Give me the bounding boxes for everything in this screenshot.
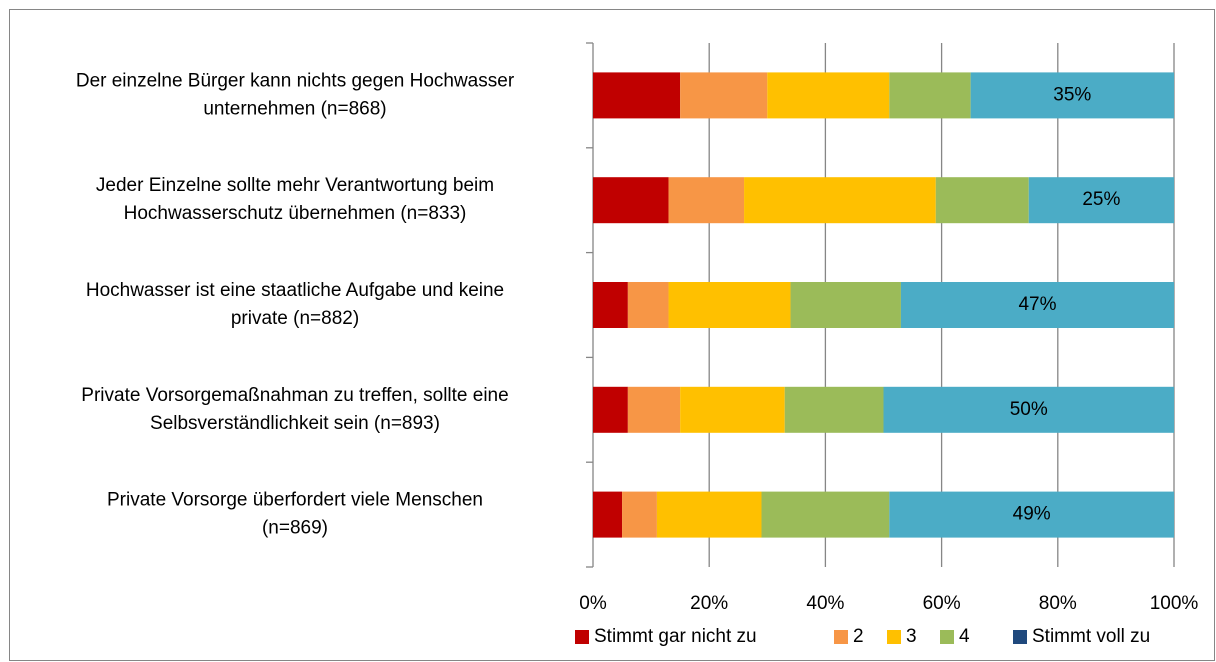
- category-label: Private Vorsorgemaßnahman zu treffen, so…: [81, 385, 508, 406]
- x-tick-label: 60%: [923, 593, 961, 614]
- bar-segment: [593, 177, 669, 224]
- bar-segment: [790, 282, 901, 328]
- legend-label: 4: [959, 626, 970, 647]
- bar-segment: [668, 282, 791, 328]
- bar-segment: [1028, 177, 1174, 224]
- bar-segment: [656, 491, 762, 538]
- bar-segment: [593, 491, 623, 538]
- bar-segment: [593, 72, 681, 119]
- bar-segment: [900, 282, 1174, 328]
- category-label: Hochwasser ist eine staatliche Aufgabe u…: [86, 280, 504, 301]
- x-tick-label: 80%: [1039, 593, 1077, 614]
- bar-segment: [761, 491, 890, 538]
- category-label: Jeder Einzelne sollte mehr Verantwortung…: [96, 175, 494, 196]
- bar-segment: [889, 72, 971, 119]
- legend-swatch: [887, 630, 901, 644]
- x-tick-label: 40%: [806, 593, 844, 614]
- x-tick-label: 100%: [1150, 593, 1199, 614]
- data-label: 47%: [1018, 294, 1056, 315]
- data-label: 50%: [1010, 399, 1048, 420]
- bar-segment: [593, 386, 628, 433]
- category-label: Selbsverständlichkeit sein (n=893): [150, 413, 440, 434]
- legend-swatch: [834, 630, 848, 644]
- category-label: Hochwasserschutz übernehmen (n=833): [124, 203, 467, 224]
- x-tick-label: 0%: [579, 593, 607, 614]
- bar-segment: [627, 282, 669, 328]
- legend-label: 3: [906, 626, 917, 647]
- bar-segment: [970, 72, 1174, 119]
- legend-label: Stimmt gar nicht zu: [594, 626, 757, 647]
- x-tick-label: 20%: [690, 593, 728, 614]
- bar-segment: [784, 386, 884, 433]
- legend-label: 2: [853, 626, 864, 647]
- bar-segment: [767, 72, 890, 119]
- bar-segment: [668, 177, 745, 224]
- bar-segment: [935, 177, 1029, 224]
- category-label: (n=869): [262, 518, 328, 539]
- category-label: unternehmen (n=868): [203, 98, 386, 119]
- bar-segment: [883, 386, 1174, 433]
- bar-segment: [622, 491, 657, 538]
- legend-swatch: [1013, 630, 1027, 644]
- bar-segment: [680, 386, 785, 433]
- data-label: 49%: [1013, 504, 1051, 525]
- data-label: 25%: [1082, 189, 1120, 210]
- legend-label: Stimmt voll zu: [1032, 626, 1150, 647]
- bar-segment: [889, 491, 1174, 538]
- bar-segment: [680, 72, 768, 119]
- category-label: Private Vorsorge überfordert viele Mensc…: [107, 490, 483, 511]
- legend-swatch: [940, 630, 954, 644]
- category-label: Der einzelne Bürger kann nichts gegen Ho…: [76, 70, 515, 91]
- legend-swatch: [575, 630, 589, 644]
- data-label: 35%: [1053, 84, 1091, 105]
- bar-segment: [627, 386, 681, 433]
- bar-segment: [593, 282, 628, 328]
- category-label: private (n=882): [231, 308, 359, 329]
- bar-segment: [744, 177, 936, 224]
